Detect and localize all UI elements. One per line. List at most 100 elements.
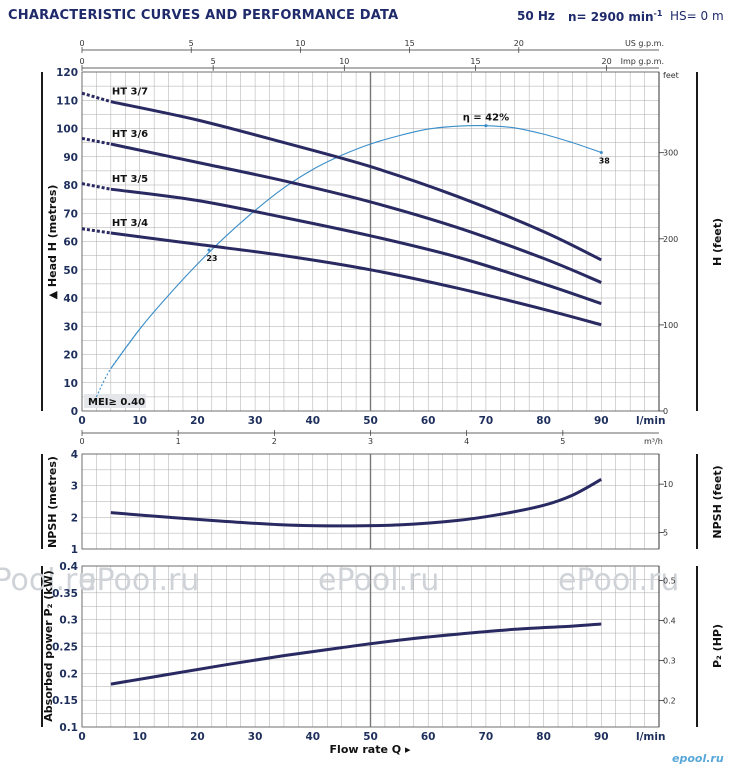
hp-tick-label: 0.5 (663, 577, 676, 586)
head-ytick-label: 30 (63, 321, 78, 333)
top-axis-tick-label: 0 (79, 57, 84, 66)
power-ytick-label: 0.2 (59, 668, 78, 680)
top-axis-unit: US g.p.m. (625, 39, 664, 48)
flow-axis-title: Flow rate Q ▸ (330, 743, 411, 756)
power-flow-tick-label: 70 (479, 731, 494, 743)
flow-unit-label: l/min (636, 415, 665, 427)
efficiency-mark-label: 23 (206, 254, 217, 263)
head-ytick-label: 100 (56, 124, 78, 136)
npsh-feet-axis-title: NPSH (feet) (711, 465, 724, 538)
speed-text: n= 2900 min (568, 10, 654, 24)
frequency-label: 50 Hz (517, 9, 555, 23)
top-axis-tick-label: 5 (189, 39, 194, 48)
m3h-tick-label: 4 (464, 437, 469, 446)
flow-tick-label: 10 (132, 415, 147, 427)
power-flow-unit: l/min (636, 731, 665, 743)
curve-dashed-start (81, 91, 112, 104)
curve-label: HT 3/5 (112, 174, 148, 185)
power-flow-tick-label: 20 (190, 731, 205, 743)
power-flow-tick-label: 10 (132, 731, 147, 743)
head-ytick-label: 90 (63, 152, 78, 164)
m3h-tick-label: 2 (272, 437, 277, 446)
feet-tick-label: 300 (663, 149, 678, 158)
flow-tick-label: 20 (190, 415, 205, 427)
watermark-text: ePool.ru (78, 563, 199, 598)
efficiency-peak-point (484, 124, 488, 128)
power-flow-tick-label: 80 (536, 731, 551, 743)
npsh-axis-title: NPSH (metres) (46, 456, 59, 548)
top-axis-tick-label: 15 (470, 57, 480, 66)
top-axis-unit: Imp g.p.m. (621, 57, 664, 66)
power-ytick-label: 0.15 (52, 695, 78, 707)
watermark-text: ePool.ru (558, 563, 679, 598)
flow-tick-label: 50 (363, 415, 378, 427)
power-flow-tick-label: 40 (305, 731, 320, 743)
page-title: CHARACTERISTIC CURVES AND PERFORMANCE DA… (8, 8, 399, 23)
npsh-ytick-label: 2 (71, 512, 78, 524)
power-flow-tick-label: 90 (594, 731, 609, 743)
watermark-logo: epool.ru (672, 752, 724, 765)
hp-axis-title: P₂ (HP) (711, 624, 724, 668)
flow-tick-label: 30 (248, 415, 263, 427)
curve-ht-3-4 (110, 231, 602, 327)
m3h-tick-label: 0 (79, 437, 84, 446)
m3h-unit-label: m³/h (644, 437, 663, 446)
m3h-tick-label: 1 (176, 437, 181, 446)
top-axis-tick-label: 20 (602, 57, 612, 66)
feet-tick-label: 200 (663, 235, 678, 244)
curve-ht-3-6 (110, 142, 602, 284)
hp-tick-label: 0.2 (663, 697, 676, 706)
flow-tick-label: 90 (594, 415, 609, 427)
mei-label: MEI≥ 0.40 (88, 397, 145, 408)
npsh-ytick-label: 1 (71, 544, 78, 556)
power-flow-tick-label: 50 (363, 731, 378, 743)
power-ytick-label: 0.1 (59, 722, 78, 734)
curve-ht-3-7 (110, 100, 602, 262)
power-ytick-label: 0.4 (59, 561, 78, 573)
curve-label: HT 3/6 (112, 129, 148, 140)
flow-tick-label: 40 (305, 415, 320, 427)
efficiency-mark-point (599, 151, 603, 155)
mei-label-bg (84, 394, 146, 408)
efficiency-curve (110, 125, 602, 369)
suction-height-label: HS= 0 m (670, 9, 724, 23)
speed-label: n= 2900 min-1 (568, 9, 662, 24)
power-flow-tick-label: 60 (421, 731, 436, 743)
head-ytick-label: 120 (56, 67, 78, 79)
watermark-text: ePool.ru (0, 563, 96, 598)
head-ytick-label: 0 (71, 406, 78, 418)
feet-tick-label: 100 (663, 321, 678, 330)
head-ytick-label: 10 (63, 378, 78, 390)
head-feet-axis-title: H (feet) (711, 218, 724, 266)
head-axis-title: ▲ Head H (metres) (46, 185, 59, 300)
power-flow-tick-label: 30 (248, 731, 263, 743)
npsh-ytick-label: 3 (71, 481, 78, 493)
npsh-feet-tick-label: 10 (663, 480, 673, 489)
head-ytick-label: 70 (63, 208, 78, 220)
head-ytick-label: 60 (63, 237, 78, 249)
efficiency-curve-dashed (95, 328, 141, 398)
curve-ht-3-5 (110, 187, 602, 306)
curve-label: HT 3/4 (112, 218, 148, 229)
head-ytick-label: 80 (63, 180, 78, 192)
flow-tick-label: 0 (78, 415, 85, 427)
npsh-ytick-label: 4 (71, 449, 78, 461)
efficiency-label: η = 42% (463, 113, 509, 124)
power-flow-tick-label: 0 (78, 731, 85, 743)
head-ytick-label: 50 (63, 265, 78, 277)
power-ytick-label: 0.3 (59, 615, 78, 627)
efficiency-mark-point (207, 248, 211, 252)
head-ytick-label: 110 (56, 95, 78, 107)
m3h-tick-label: 3 (368, 437, 373, 446)
flow-tick-label: 70 (479, 415, 494, 427)
top-axis-tick-label: 20 (514, 39, 524, 48)
top-axis-tick-label: 10 (295, 39, 305, 48)
power-ytick-label: 0.35 (52, 588, 78, 600)
top-axis-tick-label: 0 (79, 39, 84, 48)
top-axis-tick-label: 10 (339, 57, 349, 66)
power-ytick-label: 0.25 (52, 642, 78, 654)
speed-exponent: -1 (653, 9, 663, 18)
top-axis-tick-label: 15 (404, 39, 414, 48)
head-ytick-label: 20 (63, 350, 78, 362)
